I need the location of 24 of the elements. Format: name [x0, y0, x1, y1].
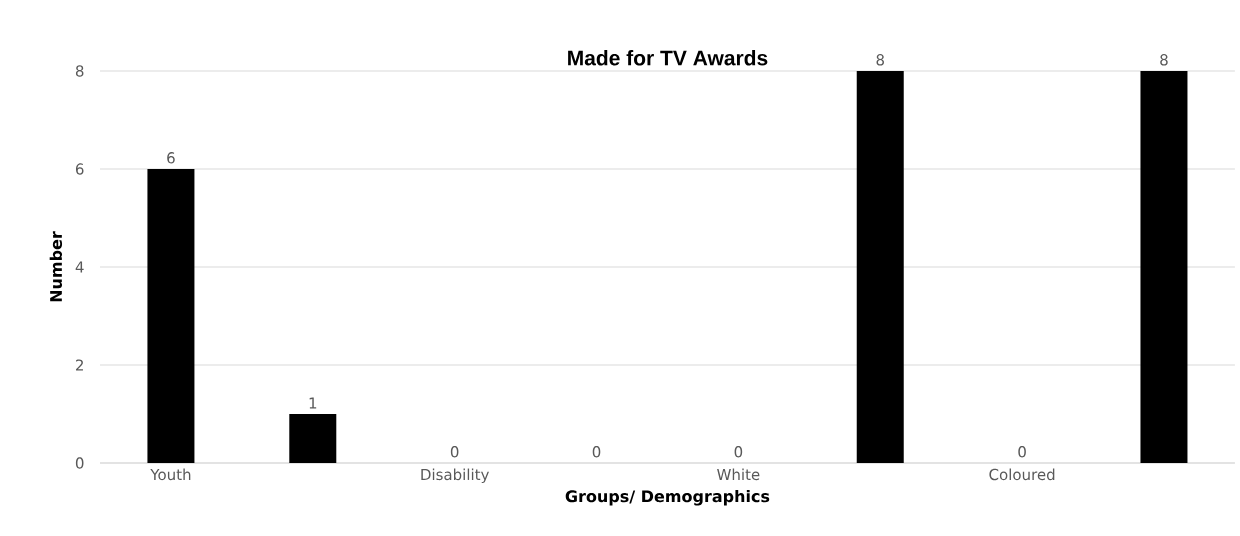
y-tick-label: 0	[75, 457, 84, 469]
x-tick-label: Coloured	[989, 468, 1055, 481]
chart-title: Made for TV Awards	[568, 50, 768, 66]
bar	[147, 169, 195, 463]
bar	[1140, 71, 1188, 463]
data-label: 0	[1018, 446, 1026, 458]
bar	[289, 414, 337, 463]
data-label: 8	[1160, 54, 1168, 66]
bar	[856, 71, 904, 463]
data-label: 0	[592, 446, 601, 458]
data-label: 0	[734, 446, 743, 458]
x-tick-label: Disability	[421, 468, 489, 484]
data-label: 0	[450, 446, 459, 458]
y-tick-label: 4	[75, 261, 84, 273]
x-tick-label: Youth	[150, 468, 191, 481]
y-tick-label: 8	[75, 65, 84, 77]
data-label: 8	[876, 54, 884, 66]
data-label: 1	[309, 397, 317, 409]
data-label: 6	[167, 152, 175, 164]
x-tick-label: White	[717, 468, 760, 481]
y-tick-label: 6	[75, 163, 84, 175]
y-tick-label: 2	[76, 359, 83, 371]
y-axis-title: Number	[49, 231, 63, 302]
x-axis-title: Groups/ Demographics	[565, 489, 770, 506]
